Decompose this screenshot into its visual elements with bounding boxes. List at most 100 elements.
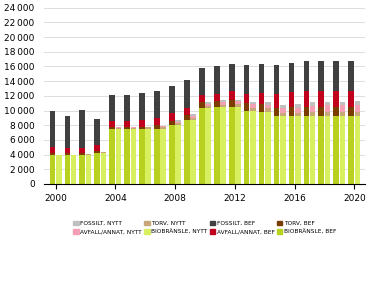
Bar	[124, 95, 130, 121]
Bar	[205, 108, 211, 184]
Bar	[244, 110, 249, 184]
Bar	[79, 153, 85, 155]
Bar	[205, 102, 211, 104]
Bar	[289, 63, 294, 92]
Bar	[265, 102, 271, 105]
Bar	[95, 119, 100, 145]
Bar	[175, 125, 181, 184]
Bar	[154, 125, 160, 129]
Bar	[139, 129, 145, 184]
Bar	[265, 112, 271, 184]
Bar	[325, 116, 331, 184]
Bar	[318, 91, 324, 107]
Bar	[229, 92, 234, 100]
Bar	[190, 116, 196, 118]
Bar	[274, 65, 279, 94]
Bar	[139, 127, 145, 129]
Bar	[325, 105, 331, 112]
Bar	[220, 107, 226, 184]
Bar	[310, 102, 315, 106]
Bar	[50, 153, 55, 155]
Bar	[190, 118, 196, 120]
Bar	[348, 61, 354, 91]
Bar	[259, 93, 265, 104]
Bar	[145, 127, 151, 128]
Bar	[50, 110, 55, 147]
Bar	[229, 107, 234, 184]
Bar	[50, 155, 55, 184]
Bar	[95, 151, 100, 153]
Bar	[124, 129, 130, 184]
Bar	[244, 65, 249, 94]
Bar	[295, 116, 301, 184]
Bar	[160, 128, 166, 129]
Bar	[310, 116, 315, 184]
Bar	[280, 108, 286, 113]
Bar	[154, 118, 160, 125]
Bar	[334, 116, 339, 184]
Bar	[220, 105, 226, 107]
Bar	[79, 110, 85, 148]
Bar	[250, 110, 256, 184]
Bar	[65, 148, 70, 153]
Bar	[295, 104, 301, 108]
Bar	[169, 121, 175, 125]
Bar	[318, 116, 324, 184]
Bar	[101, 152, 106, 153]
Bar	[295, 108, 301, 113]
Bar	[295, 113, 301, 116]
Bar	[250, 102, 256, 104]
Bar	[184, 120, 190, 184]
Bar	[131, 128, 136, 129]
Bar	[190, 114, 196, 116]
Bar	[355, 112, 360, 116]
Bar	[229, 63, 234, 92]
Bar	[235, 107, 241, 184]
Bar	[235, 101, 241, 104]
Bar	[334, 61, 339, 91]
Bar	[101, 153, 106, 184]
Bar	[340, 116, 345, 184]
Bar	[175, 122, 181, 123]
Bar	[355, 116, 360, 184]
Bar	[169, 125, 175, 184]
Bar	[65, 116, 70, 148]
Bar	[214, 94, 220, 101]
Bar	[355, 105, 360, 112]
Bar	[86, 155, 91, 184]
Bar	[109, 127, 115, 129]
Bar	[274, 94, 279, 108]
Bar	[124, 121, 130, 127]
Bar	[79, 155, 85, 184]
Bar	[109, 95, 115, 121]
Bar	[175, 123, 181, 125]
Bar	[199, 108, 205, 184]
Bar	[214, 66, 220, 94]
Bar	[139, 93, 145, 120]
Bar	[259, 63, 265, 93]
Bar	[310, 106, 315, 112]
Bar	[348, 91, 354, 107]
Bar	[199, 68, 205, 95]
Bar	[79, 148, 85, 153]
Bar	[95, 153, 100, 184]
Bar	[86, 154, 91, 155]
Bar	[160, 129, 166, 184]
Bar	[348, 116, 354, 184]
Bar	[71, 155, 76, 184]
Bar	[184, 108, 190, 115]
Bar	[169, 114, 175, 121]
Bar	[199, 95, 205, 102]
Bar	[214, 107, 220, 184]
Bar	[205, 106, 211, 108]
Bar	[244, 94, 249, 103]
Bar	[145, 128, 151, 129]
Bar	[139, 120, 145, 127]
Bar	[250, 108, 256, 110]
Bar	[160, 126, 166, 128]
Bar	[265, 108, 271, 112]
Bar	[289, 92, 294, 107]
Bar	[348, 107, 354, 116]
Bar	[56, 155, 62, 184]
Bar	[95, 145, 100, 151]
